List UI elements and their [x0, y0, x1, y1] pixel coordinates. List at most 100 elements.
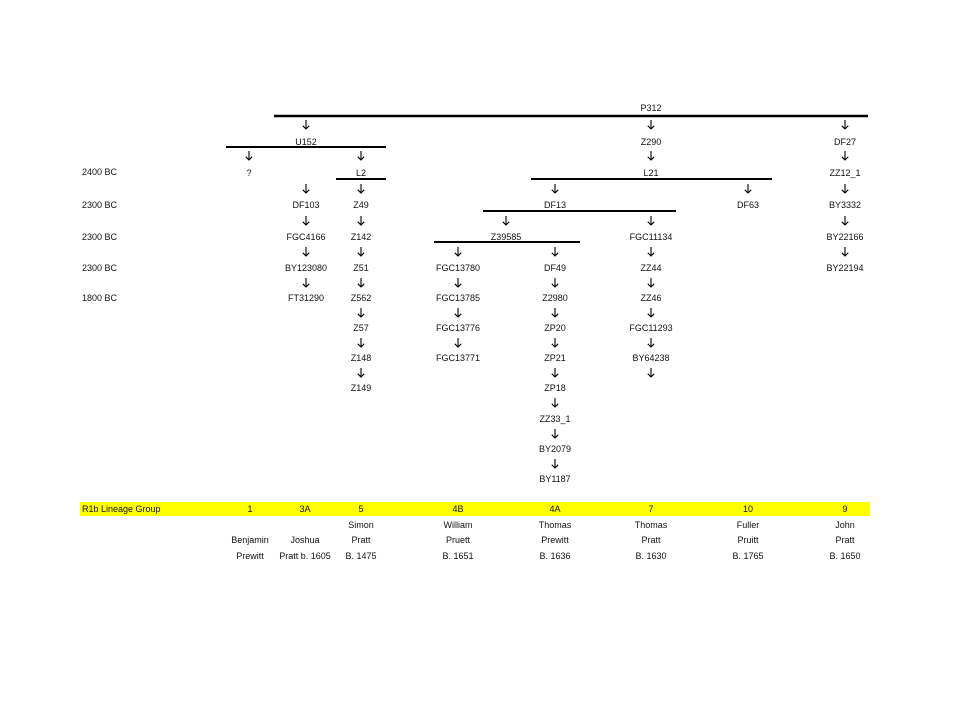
node-fgc11134: FGC11134 [629, 232, 673, 242]
node-df27: DF27 [833, 137, 857, 147]
ancestor-line-7-2: B. 1630 [635, 551, 667, 561]
date-label-2300bc-c: 2300 BC [82, 263, 118, 273]
down-arrow-icon [647, 247, 655, 257]
down-arrow-icon [357, 247, 365, 257]
date-label-2300bc-a: 2300 BC [82, 200, 118, 210]
node-by64238: BY64238 [632, 353, 670, 363]
group-id-7: 7 [648, 504, 654, 514]
date-label-1800bc: 1800 BC [82, 293, 118, 303]
lineage-band-fill [80, 502, 870, 516]
ancestor-line-10-1: Pruitt [737, 535, 759, 545]
lineage-group-band [80, 502, 870, 516]
node-z142: Z142 [350, 232, 372, 242]
ancestor-line-9-2: B. 1650 [829, 551, 861, 561]
node-by22194: BY22194 [826, 263, 864, 273]
node-zp21: ZP21 [544, 353, 566, 363]
node-df49: DF49 [543, 263, 567, 273]
node-zz12-1: ZZ12_1 [829, 168, 861, 178]
down-arrow-icon [647, 216, 655, 226]
group-id-10: 10 [742, 504, 754, 514]
ancestor-line-4a-2: B. 1636 [539, 551, 571, 561]
node-zp20: ZP20 [544, 323, 566, 333]
down-arrow-icon [841, 184, 849, 194]
down-arrow-icon [302, 216, 310, 226]
down-arrow-icon [551, 398, 559, 408]
down-arrow-icon [454, 247, 462, 257]
ancestor-line-4b-2: B. 1651 [442, 551, 474, 561]
node-df103: DF103 [292, 200, 320, 210]
date-label-2300bc-b: 2300 BC [82, 232, 118, 242]
node-by1187: BY1187 [539, 474, 571, 484]
down-arrow-icon [454, 338, 462, 348]
down-arrow-icon [841, 151, 849, 161]
down-arrow-icon [357, 368, 365, 378]
node-z148: Z148 [350, 353, 372, 363]
node-z2980: Z2980 [542, 293, 568, 303]
ancestor-line-4a-0: Thomas [538, 520, 572, 530]
group-id-4a: 4A [549, 504, 561, 514]
node-by22166: BY22166 [826, 232, 864, 242]
group-id-1: 1 [247, 504, 253, 514]
down-arrow-icon [357, 338, 365, 348]
down-arrow-icon [647, 338, 655, 348]
ancestor-line-5-2: B. 1475 [345, 551, 377, 561]
down-arrow-icon [841, 120, 849, 130]
ancestor-line-7-1: Pratt [641, 535, 661, 545]
node-zz46: ZZ46 [640, 293, 662, 303]
down-arrow-icon [841, 247, 849, 257]
down-arrow-icon [357, 278, 365, 288]
down-arrow-icon [551, 338, 559, 348]
down-arrow-icon [551, 459, 559, 469]
node-zz44: ZZ44 [640, 263, 662, 273]
node-z290: Z290 [640, 137, 662, 147]
node-unknown: ? [246, 168, 252, 178]
ancestor-line-4a-1: Prewitt [541, 535, 569, 545]
ancestor-line-9-0: John [835, 520, 855, 530]
down-arrow-icon [647, 120, 655, 130]
group-id-9: 9 [842, 504, 848, 514]
node-fgc13785: FGC13785 [435, 293, 481, 303]
down-arrow-icon [647, 368, 655, 378]
down-arrow-icon [551, 429, 559, 439]
down-arrow-icon [302, 184, 310, 194]
ancestor-line-10-2: B. 1765 [732, 551, 764, 561]
down-arrow-icon [357, 216, 365, 226]
ancestor-line-1-1: Benjamin [231, 535, 269, 545]
down-arrow-icon [744, 184, 752, 194]
date-label-2400bc: 2400 BC [82, 167, 118, 177]
node-fgc13776: FGC13776 [435, 323, 481, 333]
group-id-5: 5 [358, 504, 364, 514]
down-arrow-icon [551, 368, 559, 378]
ancestor-line-4b-1: Pruett [445, 535, 471, 545]
node-df63: DF63 [736, 200, 760, 210]
group-id-3a: 3A [299, 504, 311, 514]
node-l2: L2 [355, 168, 367, 178]
down-arrow-icon [454, 308, 462, 318]
node-by3332: BY3332 [828, 200, 862, 210]
down-arrow-icon [302, 278, 310, 288]
node-z562: Z562 [350, 293, 372, 303]
node-u152: U152 [295, 137, 317, 147]
down-arrow-icon [841, 216, 849, 226]
ancestor-line-5-0: Simon [348, 520, 374, 530]
node-df13: DF13 [543, 200, 567, 210]
down-arrow-icon [302, 247, 310, 257]
lineage-group-title: R1b Lineage Group [82, 504, 161, 514]
group-id-4b: 4B [452, 504, 464, 514]
down-arrow-icon [647, 308, 655, 318]
down-arrow-icon [357, 151, 365, 161]
node-z39585: Z39585 [490, 232, 522, 242]
node-by2079: BY2079 [538, 444, 572, 454]
node-fgc4166: FGC4166 [286, 232, 326, 242]
down-arrow-icon [302, 120, 310, 130]
ancestor-line-4b-0: William [443, 520, 473, 530]
node-l21: L21 [643, 168, 659, 178]
down-arrow-icon [647, 151, 655, 161]
node-z49: Z49 [353, 200, 369, 210]
down-arrow-icon [551, 308, 559, 318]
ancestor-line-10-0: Fuller [736, 520, 760, 530]
ancestor-line-9-1: Pratt [835, 535, 855, 545]
node-by123080: BY123080 [284, 263, 328, 273]
